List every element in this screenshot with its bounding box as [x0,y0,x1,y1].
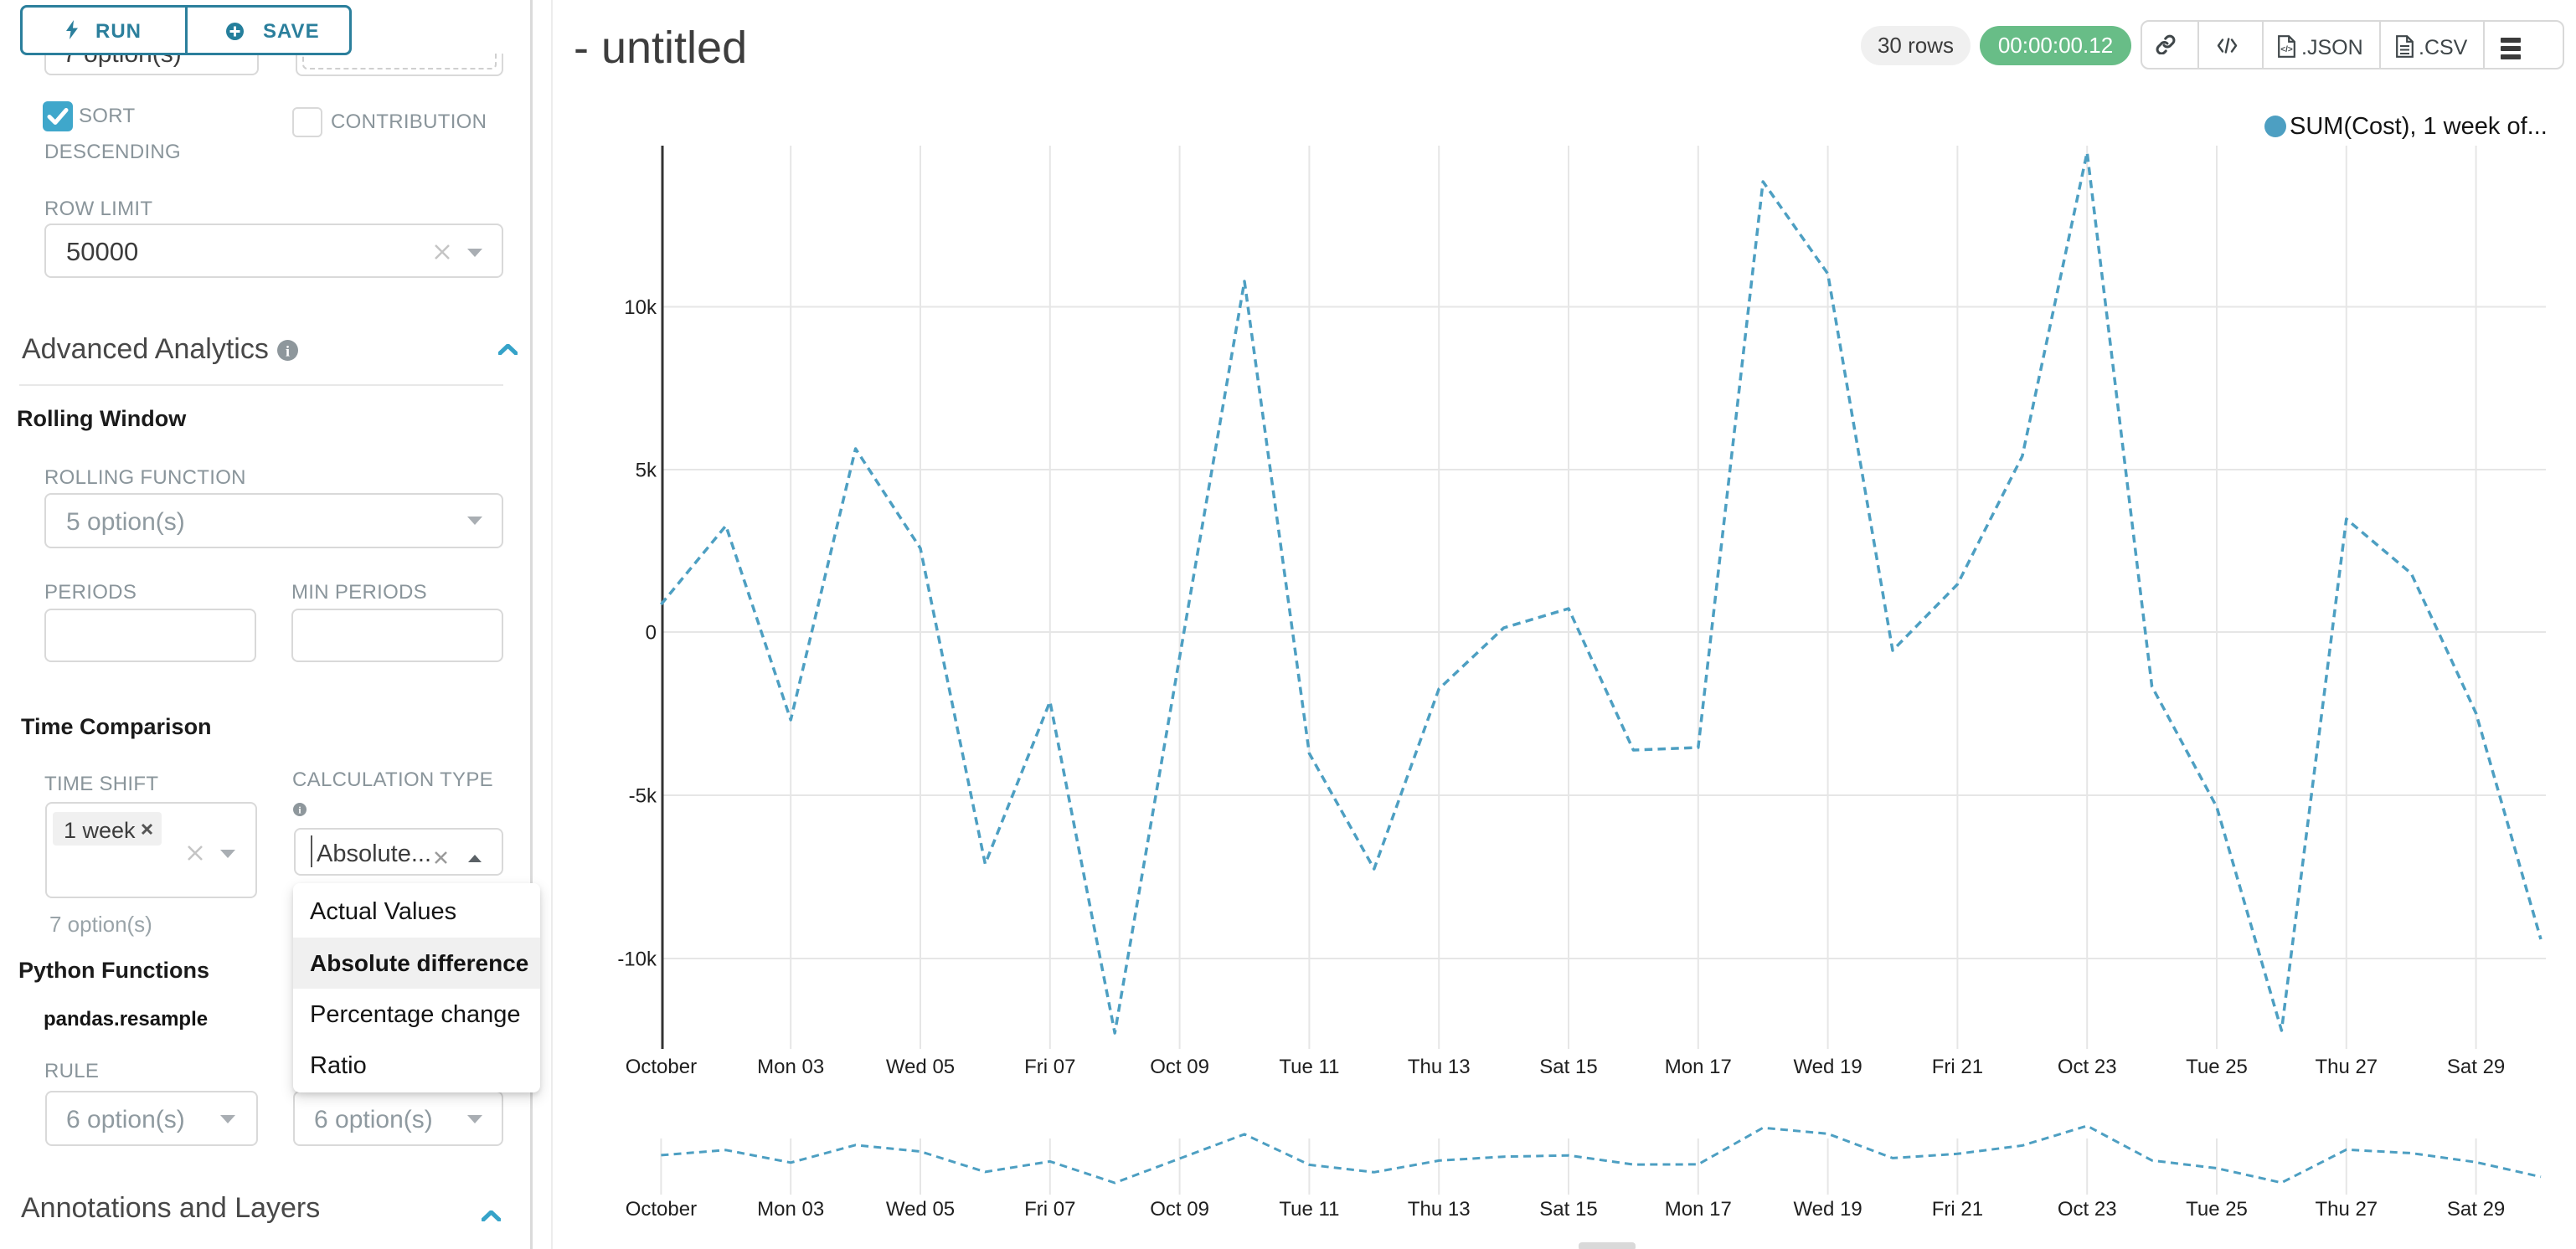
svg-text:Sat 15: Sat 15 [1539,1198,1597,1221]
svg-text:-5k: -5k [629,785,657,808]
svg-text:Thu 27: Thu 27 [2315,1198,2378,1221]
svg-text:Mon 03: Mon 03 [757,1056,824,1078]
svg-text:i: i [298,805,301,815]
svg-text:Tue 25: Tue 25 [2186,1056,2248,1078]
svg-text:SUM(Cost), 1 week of...: SUM(Cost), 1 week of... [2290,113,2548,140]
svg-text:0: 0 [646,622,657,645]
svg-text:Tue 25: Tue 25 [2186,1198,2248,1221]
svg-text:</>: </> [2280,45,2293,54]
svg-text:Wed 19: Wed 19 [1793,1056,1862,1078]
svg-text:October: October [626,1056,697,1078]
svg-text:Thu 27: Thu 27 [2315,1056,2378,1078]
svg-text:Mon 03: Mon 03 [757,1198,824,1221]
svg-text:Sat 29: Sat 29 [2447,1056,2505,1078]
svg-text:Oct 09: Oct 09 [1150,1198,1209,1221]
svg-text:Tue 11: Tue 11 [1279,1198,1339,1221]
svg-text:10k: 10k [624,296,657,319]
svg-text:Oct 23: Oct 23 [2058,1198,2117,1221]
svg-text:Fri 07: Fri 07 [1024,1056,1075,1078]
svg-text:Oct 09: Oct 09 [1150,1056,1209,1078]
svg-text:i: i [286,343,290,360]
svg-text:5k: 5k [636,460,657,482]
svg-text:Tue 11: Tue 11 [1279,1056,1339,1078]
svg-text:Fri 07: Fri 07 [1024,1198,1075,1221]
svg-text:-10k: -10k [617,948,657,971]
svg-text:Thu 13: Thu 13 [1408,1056,1471,1078]
svg-text:Wed 19: Wed 19 [1793,1198,1862,1221]
svg-text:Sat 15: Sat 15 [1539,1056,1597,1078]
svg-text:Mon 17: Mon 17 [1665,1056,1732,1078]
svg-text:Fri 21: Fri 21 [1932,1056,1983,1078]
svg-text:Sat 29: Sat 29 [2447,1198,2505,1221]
svg-text:October: October [626,1198,697,1221]
svg-text:Wed 05: Wed 05 [886,1198,955,1221]
svg-text:Mon 17: Mon 17 [1665,1198,1732,1221]
svg-text:Wed 05: Wed 05 [886,1056,955,1078]
svg-text:Thu 13: Thu 13 [1408,1198,1471,1221]
svg-text:Fri 21: Fri 21 [1932,1198,1983,1221]
svg-text:Oct 23: Oct 23 [2058,1056,2117,1078]
